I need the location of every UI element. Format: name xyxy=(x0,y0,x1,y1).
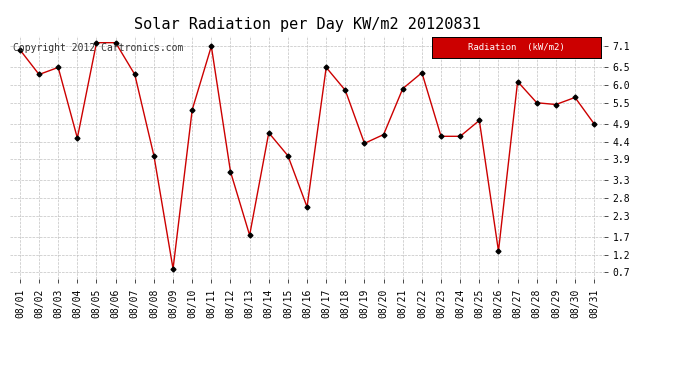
Title: Solar Radiation per Day KW/m2 20120831: Solar Radiation per Day KW/m2 20120831 xyxy=(134,16,480,32)
Text: Copyright 2012 Cartronics.com: Copyright 2012 Cartronics.com xyxy=(13,43,184,53)
